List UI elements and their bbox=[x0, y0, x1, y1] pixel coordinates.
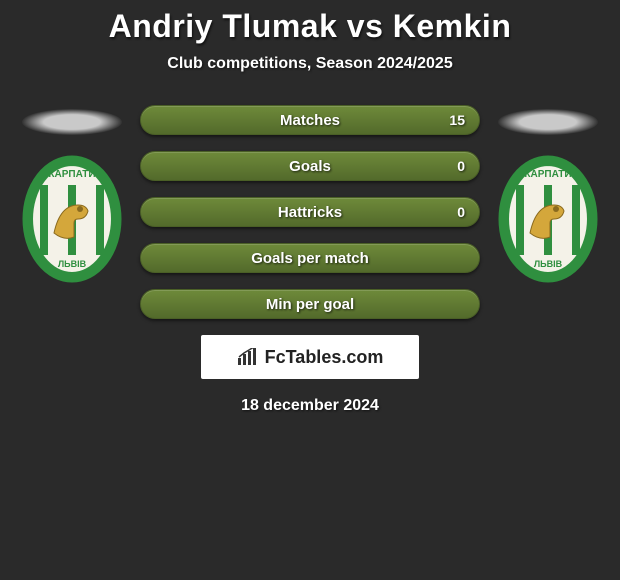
stat-label: Goals bbox=[289, 158, 331, 175]
stats-list: Matches 15 Goals 0 Hattricks 0 Goals per… bbox=[140, 105, 480, 319]
stat-right-value: 15 bbox=[449, 112, 465, 128]
stat-label: Min per goal bbox=[266, 296, 354, 313]
date-label: 18 december 2024 bbox=[241, 397, 379, 415]
player-left-column: КАРПАТИ ЛЬВІВ bbox=[22, 103, 122, 283]
svg-text:ЛЬВІВ: ЛЬВІВ bbox=[534, 259, 563, 269]
branding-text: FcTables.com bbox=[265, 347, 384, 368]
stat-label: Goals per match bbox=[251, 250, 369, 267]
stat-label: Hattricks bbox=[278, 204, 342, 221]
player-left-club-crest: КАРПАТИ ЛЬВІВ bbox=[22, 155, 122, 283]
stat-right-value: 0 bbox=[457, 158, 465, 174]
player-right-column: КАРПАТИ ЛЬВІВ bbox=[498, 103, 598, 283]
crest-text-top: КАРПАТИ bbox=[48, 169, 95, 180]
bar-chart-icon bbox=[237, 348, 259, 366]
player-left-avatar-placeholder bbox=[22, 109, 122, 135]
crest-text-bottom: ЛЬВІВ bbox=[58, 259, 87, 269]
stat-row-goals: Goals 0 bbox=[140, 151, 480, 181]
subtitle: Club competitions, Season 2024/2025 bbox=[167, 55, 452, 73]
stat-row-goals-per-match: Goals per match bbox=[140, 243, 480, 273]
stat-right-value: 0 bbox=[457, 204, 465, 220]
compare-area: КАРПАТИ ЛЬВІВ Matches 15 Goals 0 bbox=[0, 103, 620, 319]
stat-row-min-per-goal: Min per goal bbox=[140, 289, 480, 319]
branding-badge: FcTables.com bbox=[201, 335, 419, 379]
player-right-avatar-placeholder bbox=[498, 109, 598, 135]
svg-text:КАРПАТИ: КАРПАТИ bbox=[524, 169, 571, 180]
stat-row-matches: Matches 15 bbox=[140, 105, 480, 135]
stat-row-hattricks: Hattricks 0 bbox=[140, 197, 480, 227]
player-right-club-crest: КАРПАТИ ЛЬВІВ bbox=[498, 155, 598, 283]
stat-label: Matches bbox=[280, 112, 340, 129]
page-title: Andriy Tlumak vs Kemkin bbox=[109, 8, 512, 45]
